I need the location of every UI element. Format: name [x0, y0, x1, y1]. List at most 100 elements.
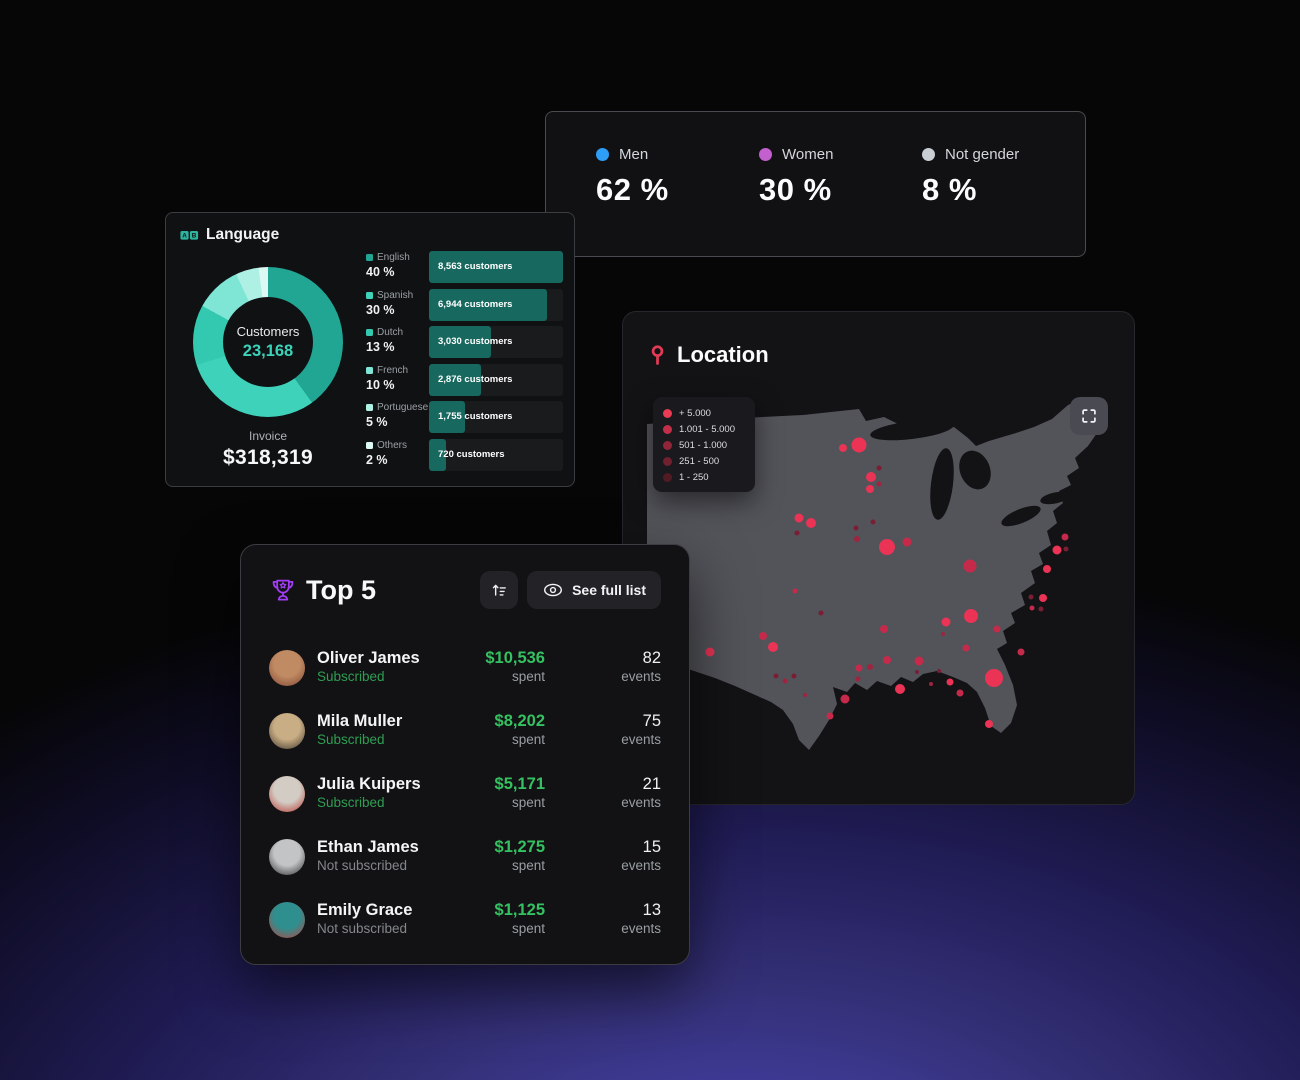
avatar [269, 712, 305, 749]
see-full-list-button[interactable]: See full list [527, 571, 661, 609]
language-card: A B Language Customers 23,168 Invoice $3… [165, 212, 575, 487]
language-bar-fill [429, 363, 482, 396]
legend-swatch-icon [366, 441, 373, 449]
avatar [269, 901, 305, 938]
customer-name: Mila Muller [317, 712, 403, 730]
trophy-icon [272, 579, 294, 601]
map-location-dot [883, 656, 891, 664]
top5-row-emily-grace[interactable]: Emily Grace Not subscribed $1,125 spent 13 ev… [269, 901, 661, 938]
map-location-dot [964, 609, 978, 623]
map-location-dot [792, 588, 798, 594]
top5-title: Top 5 [306, 574, 376, 605]
events-column: 21 events [557, 775, 661, 812]
gender-stat-value: 30 % [759, 172, 832, 207]
map-location-dot [855, 664, 863, 672]
map-location-dot [773, 673, 779, 679]
fullscreen-icon [1082, 409, 1096, 423]
map-location-dot [759, 632, 767, 640]
fullscreen-button[interactable] [1070, 397, 1108, 435]
sort-icon [492, 584, 507, 596]
language-row-dutch: Dutch 13 % 3,030 customers [366, 326, 563, 359]
language-legend: Others 2 % [366, 439, 429, 471]
map-location-dot [854, 536, 860, 542]
see-full-list-label: See full list [572, 582, 646, 598]
map-location-dot [818, 610, 824, 616]
map-location-dot [803, 693, 807, 697]
language-percent: 5 % [366, 415, 388, 430]
map-location-dot [1039, 594, 1047, 602]
customer-info: Ethan James Not subscribed [317, 838, 423, 875]
map-location-dot [941, 632, 945, 636]
language-title: Language [206, 226, 280, 243]
language-bar-fill [429, 251, 563, 283]
top5-row-julia-kuipers[interactable]: Julia Kuipers Subscribed $5,171 spent 21 even… [269, 775, 661, 812]
map-location-dot [1038, 606, 1044, 612]
map-location-dot [876, 465, 882, 471]
invoice-value: $318,319 [223, 446, 313, 469]
map-location-dot [851, 437, 867, 453]
events-column: 75 events [557, 712, 661, 749]
legend-swatch-icon [366, 254, 373, 261]
legend-swatch-icon [366, 329, 373, 337]
customer-name: Ethan James [317, 838, 419, 856]
top5-row-mila-muller[interactable]: Mila Muller Subscribed $8,202 spent 75 events [269, 712, 661, 749]
events-value: 13 [642, 901, 661, 919]
language-bar-track: 2,876 customers [429, 363, 563, 396]
map-location-dot [902, 537, 912, 547]
legend-dot-icon [663, 409, 672, 419]
map-legend-item: 1.001 - 5.000 [663, 422, 755, 438]
map-location-dot [941, 617, 951, 627]
legend-range-label: + 5.000 [679, 408, 711, 420]
map-location-dot [876, 481, 882, 487]
language-bar-value: 6,944 customers [438, 298, 513, 310]
language-legend: English 40 % [366, 251, 429, 283]
language-bar-track: 6,944 customers [429, 288, 563, 321]
gender-stat-header: Not gender [922, 146, 1085, 163]
map-location-dot [705, 647, 715, 657]
spent-value: $8,202 [494, 712, 545, 730]
spent-label: spent [511, 732, 545, 747]
language-bar-list: English 40 % 8,563 customers Spanish 30 % 6,9… [366, 251, 563, 471]
top5-list: Oliver James Subscribed $10,536 spent 82 even… [241, 649, 689, 938]
gender-stat-value: 62 % [596, 172, 669, 207]
language-row-others: Others 2 % 720 customers [366, 438, 563, 471]
language-legend: French 10 % [366, 364, 429, 396]
map-location-dot [794, 530, 800, 536]
events-value: 82 [642, 649, 661, 667]
map-location-dot [866, 485, 874, 493]
map-location-dot [853, 525, 859, 531]
map-location-dot [1063, 546, 1069, 552]
map-location-dot [840, 694, 850, 704]
map-location-dot [806, 518, 816, 528]
language-percent: 10 % [366, 377, 395, 392]
spent-column: $8,202 spent [435, 712, 545, 749]
events-label: events [621, 732, 661, 747]
language-label: Portuguese [377, 402, 429, 414]
sort-button[interactable] [480, 571, 519, 609]
map-location-dot [1061, 533, 1069, 541]
map-location-dot [915, 670, 919, 674]
map-location-dot [794, 513, 804, 523]
map-location-dot [929, 682, 933, 686]
map-location-dot [839, 444, 847, 452]
spent-column: $5,171 spent [435, 775, 545, 812]
language-legend-header: English [366, 252, 429, 263]
legend-dot-icon [663, 425, 672, 435]
gender-stat-label: Women [782, 146, 834, 163]
language-row-french: French 10 % 2,876 customers [366, 363, 563, 396]
customer-name: Oliver James [317, 649, 420, 667]
spent-label: spent [511, 795, 545, 810]
top5-row-ethan-james[interactable]: Ethan James Not subscribed $1,275 spent 15 ev… [269, 838, 661, 875]
avatar [269, 649, 305, 686]
language-bar-fill [429, 288, 547, 321]
translate-icon: A B [180, 230, 199, 239]
map-location-dot [946, 678, 954, 686]
language-bar-fill [429, 401, 466, 434]
top5-row-oliver-james[interactable]: Oliver James Subscribed $10,536 spent 82 even… [269, 649, 661, 686]
events-value: 21 [642, 775, 661, 793]
events-label: events [621, 795, 661, 810]
svg-text:A: A [182, 232, 187, 239]
map-location-dot [768, 642, 778, 652]
map-location-dot [867, 664, 873, 670]
donut-center: Customers 23,168 [193, 267, 343, 417]
